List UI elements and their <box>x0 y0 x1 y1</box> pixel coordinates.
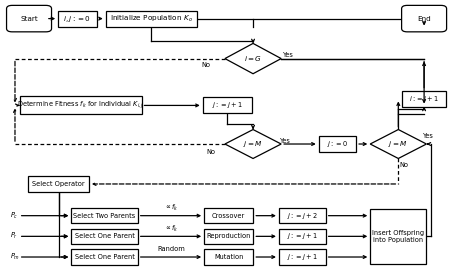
Text: No: No <box>400 162 409 168</box>
Text: $\propto f_k$: $\propto f_k$ <box>164 224 178 234</box>
FancyBboxPatch shape <box>319 137 356 152</box>
Polygon shape <box>225 130 281 158</box>
FancyBboxPatch shape <box>401 5 447 32</box>
FancyBboxPatch shape <box>370 209 427 264</box>
Text: $P_c$: $P_c$ <box>10 211 19 221</box>
Text: $j := 0$: $j := 0$ <box>327 139 348 149</box>
FancyBboxPatch shape <box>7 5 52 32</box>
FancyBboxPatch shape <box>204 249 253 265</box>
FancyBboxPatch shape <box>203 98 252 113</box>
Text: Select Two Parents: Select Two Parents <box>73 213 136 219</box>
Text: No: No <box>206 149 215 155</box>
Text: $i := i + 1$: $i := i + 1$ <box>409 94 439 103</box>
Text: $j := j + 1$: $j := j + 1$ <box>287 231 318 241</box>
Text: $j = M$: $j = M$ <box>243 139 263 149</box>
FancyBboxPatch shape <box>20 96 142 114</box>
Text: Crossover: Crossover <box>212 213 246 219</box>
FancyBboxPatch shape <box>279 249 326 265</box>
Text: Insert Offspring
into Population: Insert Offspring into Population <box>372 230 424 243</box>
Text: $j = M$: $j = M$ <box>388 139 408 149</box>
FancyBboxPatch shape <box>279 229 326 244</box>
Text: End: End <box>417 16 431 22</box>
FancyBboxPatch shape <box>71 208 138 223</box>
FancyBboxPatch shape <box>204 208 253 223</box>
Polygon shape <box>370 130 427 158</box>
Text: Select Operator: Select Operator <box>32 181 85 187</box>
Text: Yes: Yes <box>281 138 292 144</box>
FancyBboxPatch shape <box>58 11 97 27</box>
Text: $i,j := 0$: $i,j := 0$ <box>64 14 91 24</box>
Text: $i = G$: $i = G$ <box>244 54 262 63</box>
Text: Yes: Yes <box>423 133 434 139</box>
FancyBboxPatch shape <box>28 176 89 192</box>
Text: Determine Fitness $f_k$ for Individual $K_{i,j}$: Determine Fitness $f_k$ for Individual $… <box>17 100 144 111</box>
Text: Start: Start <box>20 16 38 22</box>
Text: No: No <box>201 62 210 68</box>
FancyBboxPatch shape <box>402 91 447 107</box>
Text: $j := j + 2$: $j := j + 2$ <box>287 211 318 221</box>
Text: Random: Random <box>157 246 185 252</box>
Text: $\propto f_k$: $\propto f_k$ <box>164 203 178 213</box>
FancyBboxPatch shape <box>279 208 326 223</box>
FancyBboxPatch shape <box>106 11 197 27</box>
Text: $j := j + 1$: $j := j + 1$ <box>212 101 243 111</box>
FancyBboxPatch shape <box>204 229 253 244</box>
Polygon shape <box>225 43 281 74</box>
FancyBboxPatch shape <box>71 249 138 265</box>
Text: $P_r$: $P_r$ <box>10 231 18 242</box>
Text: $P_m$: $P_m$ <box>10 252 20 262</box>
Text: Select One Parent: Select One Parent <box>74 233 135 239</box>
Text: Reproduction: Reproduction <box>207 233 251 239</box>
Text: Initialize Population $K_o$: Initialize Population $K_o$ <box>110 14 193 24</box>
FancyBboxPatch shape <box>71 229 138 244</box>
Text: Yes: Yes <box>283 52 293 58</box>
Text: $j := j + 1$: $j := j + 1$ <box>287 252 318 262</box>
Text: Mutation: Mutation <box>214 254 243 260</box>
Text: Select One Parent: Select One Parent <box>74 254 135 260</box>
